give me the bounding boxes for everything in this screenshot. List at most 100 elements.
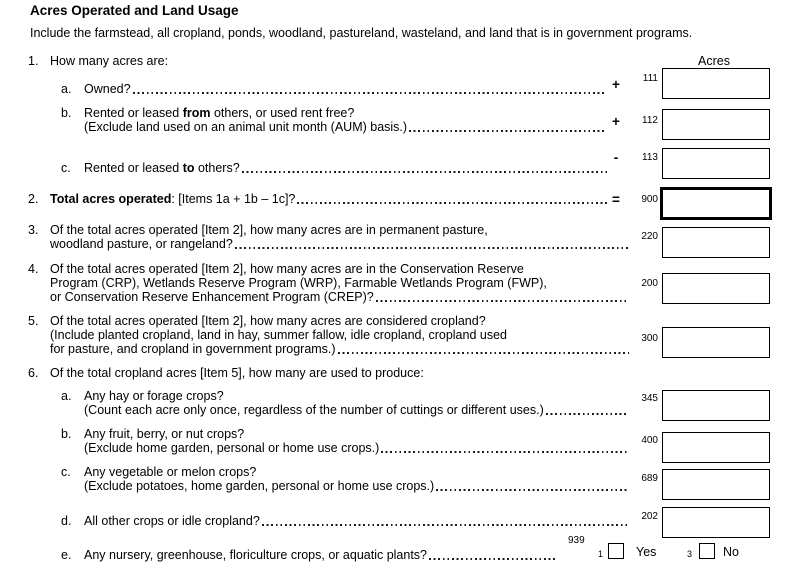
- question-3-line1: Of the total acres operated [Item 2], ho…: [50, 223, 488, 237]
- acres-input-400[interactable]: [662, 432, 770, 463]
- question-6e: Any nursery, greenhouse, floriculture cr…: [84, 548, 558, 562]
- acres-input-689[interactable]: [662, 469, 770, 500]
- acres-input-345[interactable]: [662, 390, 770, 421]
- question-2-text: Total acres operated: [Items 1a + 1b – 1…: [50, 192, 295, 206]
- acres-input-113[interactable]: [662, 148, 770, 179]
- yes-checkbox[interactable]: [608, 543, 624, 559]
- dotted-leader: [545, 413, 629, 415]
- plus-operator: +: [612, 77, 620, 92]
- item-6-number: 6.: [28, 366, 39, 380]
- item-6e-letter: e.: [61, 548, 72, 562]
- question-1c-pre: Rented or leased: [84, 161, 183, 175]
- page-title: Acres Operated and Land Usage: [30, 3, 239, 18]
- no-option-number: 3: [687, 549, 693, 559]
- acres-input-300[interactable]: [662, 327, 770, 358]
- question-1c: Rented or leased to others?: [84, 161, 608, 175]
- field-code-900: 900: [641, 194, 658, 205]
- item-4-number: 4.: [28, 262, 39, 276]
- field-code-220: 220: [641, 231, 658, 242]
- equals-operator: =: [612, 192, 620, 207]
- item-2-number: 2.: [28, 192, 39, 206]
- question-3-line2: woodland pasture, or rangeland?: [50, 237, 630, 251]
- acres-column-header: Acres: [698, 54, 730, 68]
- section-instructions: Include the farmstead, all cropland, pon…: [30, 26, 693, 40]
- question-6d: All other crops or idle cropland?: [84, 514, 630, 528]
- item-5-number: 5.: [28, 314, 39, 328]
- question-1b-text-tail: others, or used rent free?: [210, 106, 355, 120]
- acres-input-112[interactable]: [662, 109, 770, 140]
- field-code-200: 200: [641, 278, 658, 289]
- question-6b-note: (Exclude home garden, personal or home u…: [84, 441, 380, 455]
- question-6a-line1: Any hay or forage crops?: [84, 389, 224, 403]
- question-1b-note: (Exclude land used on an animal unit mon…: [84, 120, 408, 134]
- acres-input-200[interactable]: [662, 273, 770, 304]
- item-3-number: 3.: [28, 223, 39, 237]
- field-code-300: 300: [641, 333, 658, 344]
- item-1-number: 1.: [28, 54, 39, 68]
- dotted-leader: [381, 451, 629, 453]
- no-checkbox[interactable]: [699, 543, 715, 559]
- field-code-939: 939: [568, 535, 585, 546]
- question-6e-text: Any nursery, greenhouse, floriculture cr…: [84, 548, 428, 562]
- item-6b-letter: b.: [61, 427, 72, 441]
- question-5-line2: (Include planted cropland, land in hay, …: [50, 328, 507, 342]
- question-3-text: woodland pasture, or rangeland?: [50, 237, 233, 251]
- field-code-112: 112: [642, 115, 658, 126]
- acres-input-202[interactable]: [662, 507, 770, 538]
- question-6a-note: (Count each acre only once, regardless o…: [84, 403, 544, 417]
- question-4-line2: Program (CRP), Wetlands Reserve Program …: [50, 276, 547, 290]
- no-label: No: [723, 545, 739, 559]
- question-6d-text: All other crops or idle cropland?: [84, 514, 260, 528]
- minus-operator: -: [613, 150, 619, 165]
- field-code-400: 400: [641, 435, 658, 446]
- question-6c-line1: Any vegetable or melon crops?: [84, 465, 257, 479]
- question-5-text: for pasture, and cropland in government …: [50, 342, 336, 356]
- item-6a-letter: a.: [61, 389, 72, 403]
- dotted-leader: [261, 524, 629, 526]
- plus-operator: +: [612, 114, 620, 129]
- item-6-text: Of the total cropland acres [Item 5], ho…: [50, 366, 424, 380]
- field-code-345: 345: [641, 393, 658, 404]
- question-1b-line1: Rented or leased from others, or used re…: [84, 106, 354, 120]
- question-1b-bold: from: [182, 106, 211, 120]
- question-2-bold: Total acres operated: [50, 192, 172, 206]
- dotted-leader: [234, 247, 629, 249]
- question-5-line1: Of the total acres operated [Item 2], ho…: [50, 314, 486, 328]
- question-4-text: or Conservation Reserve Enhancement Prog…: [50, 290, 374, 304]
- dotted-leader: [429, 558, 557, 560]
- question-2-post: : [Items 1a + 1b – 1c]?: [171, 192, 296, 206]
- question-1a: Owned?: [84, 82, 608, 96]
- question-1c-bold: to: [182, 161, 195, 175]
- dotted-leader: [409, 130, 607, 132]
- dotted-leader: [375, 300, 629, 302]
- acres-input-220[interactable]: [662, 227, 770, 258]
- field-code-113: 113: [642, 152, 658, 163]
- dotted-leader: [241, 171, 607, 173]
- question-4-line3: or Conservation Reserve Enhancement Prog…: [50, 290, 630, 304]
- dotted-leader: [337, 352, 629, 354]
- dotted-leader: [297, 202, 607, 204]
- question-6c-note: (Exclude potatoes, home garden, personal…: [84, 479, 435, 493]
- question-1c-text: Rented or leased to others?: [84, 161, 240, 175]
- item-6d-letter: d.: [61, 514, 72, 528]
- dotted-leader: [436, 489, 629, 491]
- item-6c-letter: c.: [61, 465, 71, 479]
- question-1b-line2: (Exclude land used on an animal unit mon…: [84, 120, 608, 134]
- question-6c-line2: (Exclude potatoes, home garden, personal…: [84, 479, 630, 493]
- question-6b-line2: (Exclude home garden, personal or home u…: [84, 441, 630, 455]
- question-6a-line2: (Count each acre only once, regardless o…: [84, 403, 630, 417]
- item-1b-letter: b.: [61, 106, 72, 120]
- question-1a-text: Owned?: [84, 82, 131, 96]
- question-6b-line1: Any fruit, berry, or nut crops?: [84, 427, 245, 441]
- question-5-line3: for pasture, and cropland in government …: [50, 342, 630, 356]
- total-acres-input-900[interactable]: [660, 187, 772, 220]
- field-code-111: 111: [642, 73, 658, 84]
- acres-input-111[interactable]: [662, 68, 770, 99]
- item-1a-letter: a.: [61, 82, 72, 96]
- question-2: Total acres operated: [Items 1a + 1b – 1…: [50, 192, 608, 206]
- field-code-202: 202: [641, 511, 658, 522]
- item-1-text: How many acres are:: [50, 54, 169, 68]
- item-1c-letter: c.: [61, 161, 71, 175]
- yes-option-number: 1: [598, 549, 604, 559]
